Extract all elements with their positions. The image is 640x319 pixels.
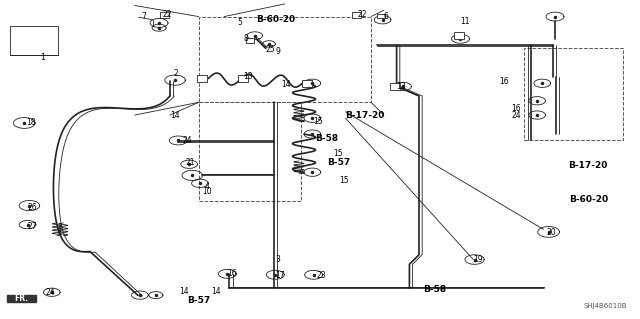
Text: 15: 15 [339, 176, 349, 185]
Text: 13: 13 [243, 72, 253, 81]
Text: 26: 26 [28, 203, 37, 211]
Text: 12: 12 [397, 82, 406, 91]
Bar [302, 80, 312, 87]
Text: B-17-20: B-17-20 [568, 161, 608, 170]
Text: 8: 8 [243, 34, 248, 43]
Text: FR.: FR. [15, 294, 29, 303]
Text: 23: 23 [317, 271, 326, 280]
Text: 14: 14 [179, 287, 189, 296]
Text: 24: 24 [511, 111, 521, 120]
Bar [246, 38, 253, 43]
Text: 11: 11 [461, 17, 470, 26]
Text: 20: 20 [547, 228, 556, 237]
Text: 22: 22 [163, 11, 172, 19]
Text: 24: 24 [182, 136, 193, 145]
Text: 3: 3 [275, 255, 280, 264]
Bar [238, 75, 248, 82]
Text: B-17-20: B-17-20 [345, 111, 385, 120]
Bar [454, 32, 465, 39]
Text: 2: 2 [173, 69, 178, 78]
Bar [196, 75, 207, 82]
Text: B-60-20: B-60-20 [569, 195, 608, 204]
Text: 5: 5 [237, 19, 242, 27]
Text: 7: 7 [141, 12, 146, 21]
Text: B-60-20: B-60-20 [256, 15, 295, 24]
Text: B-57: B-57 [187, 296, 211, 305]
Text: 18: 18 [26, 118, 36, 128]
Text: 4: 4 [205, 182, 210, 191]
Text: B-58: B-58 [424, 285, 447, 294]
Text: 19: 19 [473, 255, 483, 264]
Text: B-57: B-57 [328, 158, 351, 167]
Text: 27: 27 [28, 222, 37, 231]
Text: 10: 10 [202, 187, 211, 196]
Text: 14: 14 [170, 111, 180, 120]
Bar [160, 12, 169, 18]
Text: 14: 14 [211, 287, 221, 296]
Bar [198, 17, 371, 102]
Bar [198, 102, 301, 201]
Text: 21: 21 [186, 158, 195, 167]
Text: 9: 9 [275, 47, 280, 56]
Text: 6: 6 [384, 12, 388, 21]
Text: 16: 16 [511, 104, 521, 113]
Text: 14: 14 [282, 80, 291, 89]
Bar [10, 26, 58, 55]
Text: 16: 16 [227, 269, 237, 278]
Bar [524, 48, 623, 140]
Polygon shape [7, 295, 36, 302]
Bar [352, 12, 361, 18]
Text: SHJ4B6010B: SHJ4B6010B [583, 303, 627, 309]
Text: 24: 24 [45, 288, 55, 297]
Bar [390, 83, 401, 90]
Bar [378, 14, 385, 18]
Text: 15: 15 [333, 149, 342, 158]
Text: 16: 16 [499, 77, 508, 86]
Text: 25: 25 [266, 45, 275, 55]
Text: 15: 15 [314, 117, 323, 126]
Text: 1: 1 [40, 53, 45, 62]
Text: 22: 22 [357, 11, 367, 19]
Text: B-58: B-58 [315, 134, 338, 143]
Text: 17: 17 [275, 271, 285, 280]
